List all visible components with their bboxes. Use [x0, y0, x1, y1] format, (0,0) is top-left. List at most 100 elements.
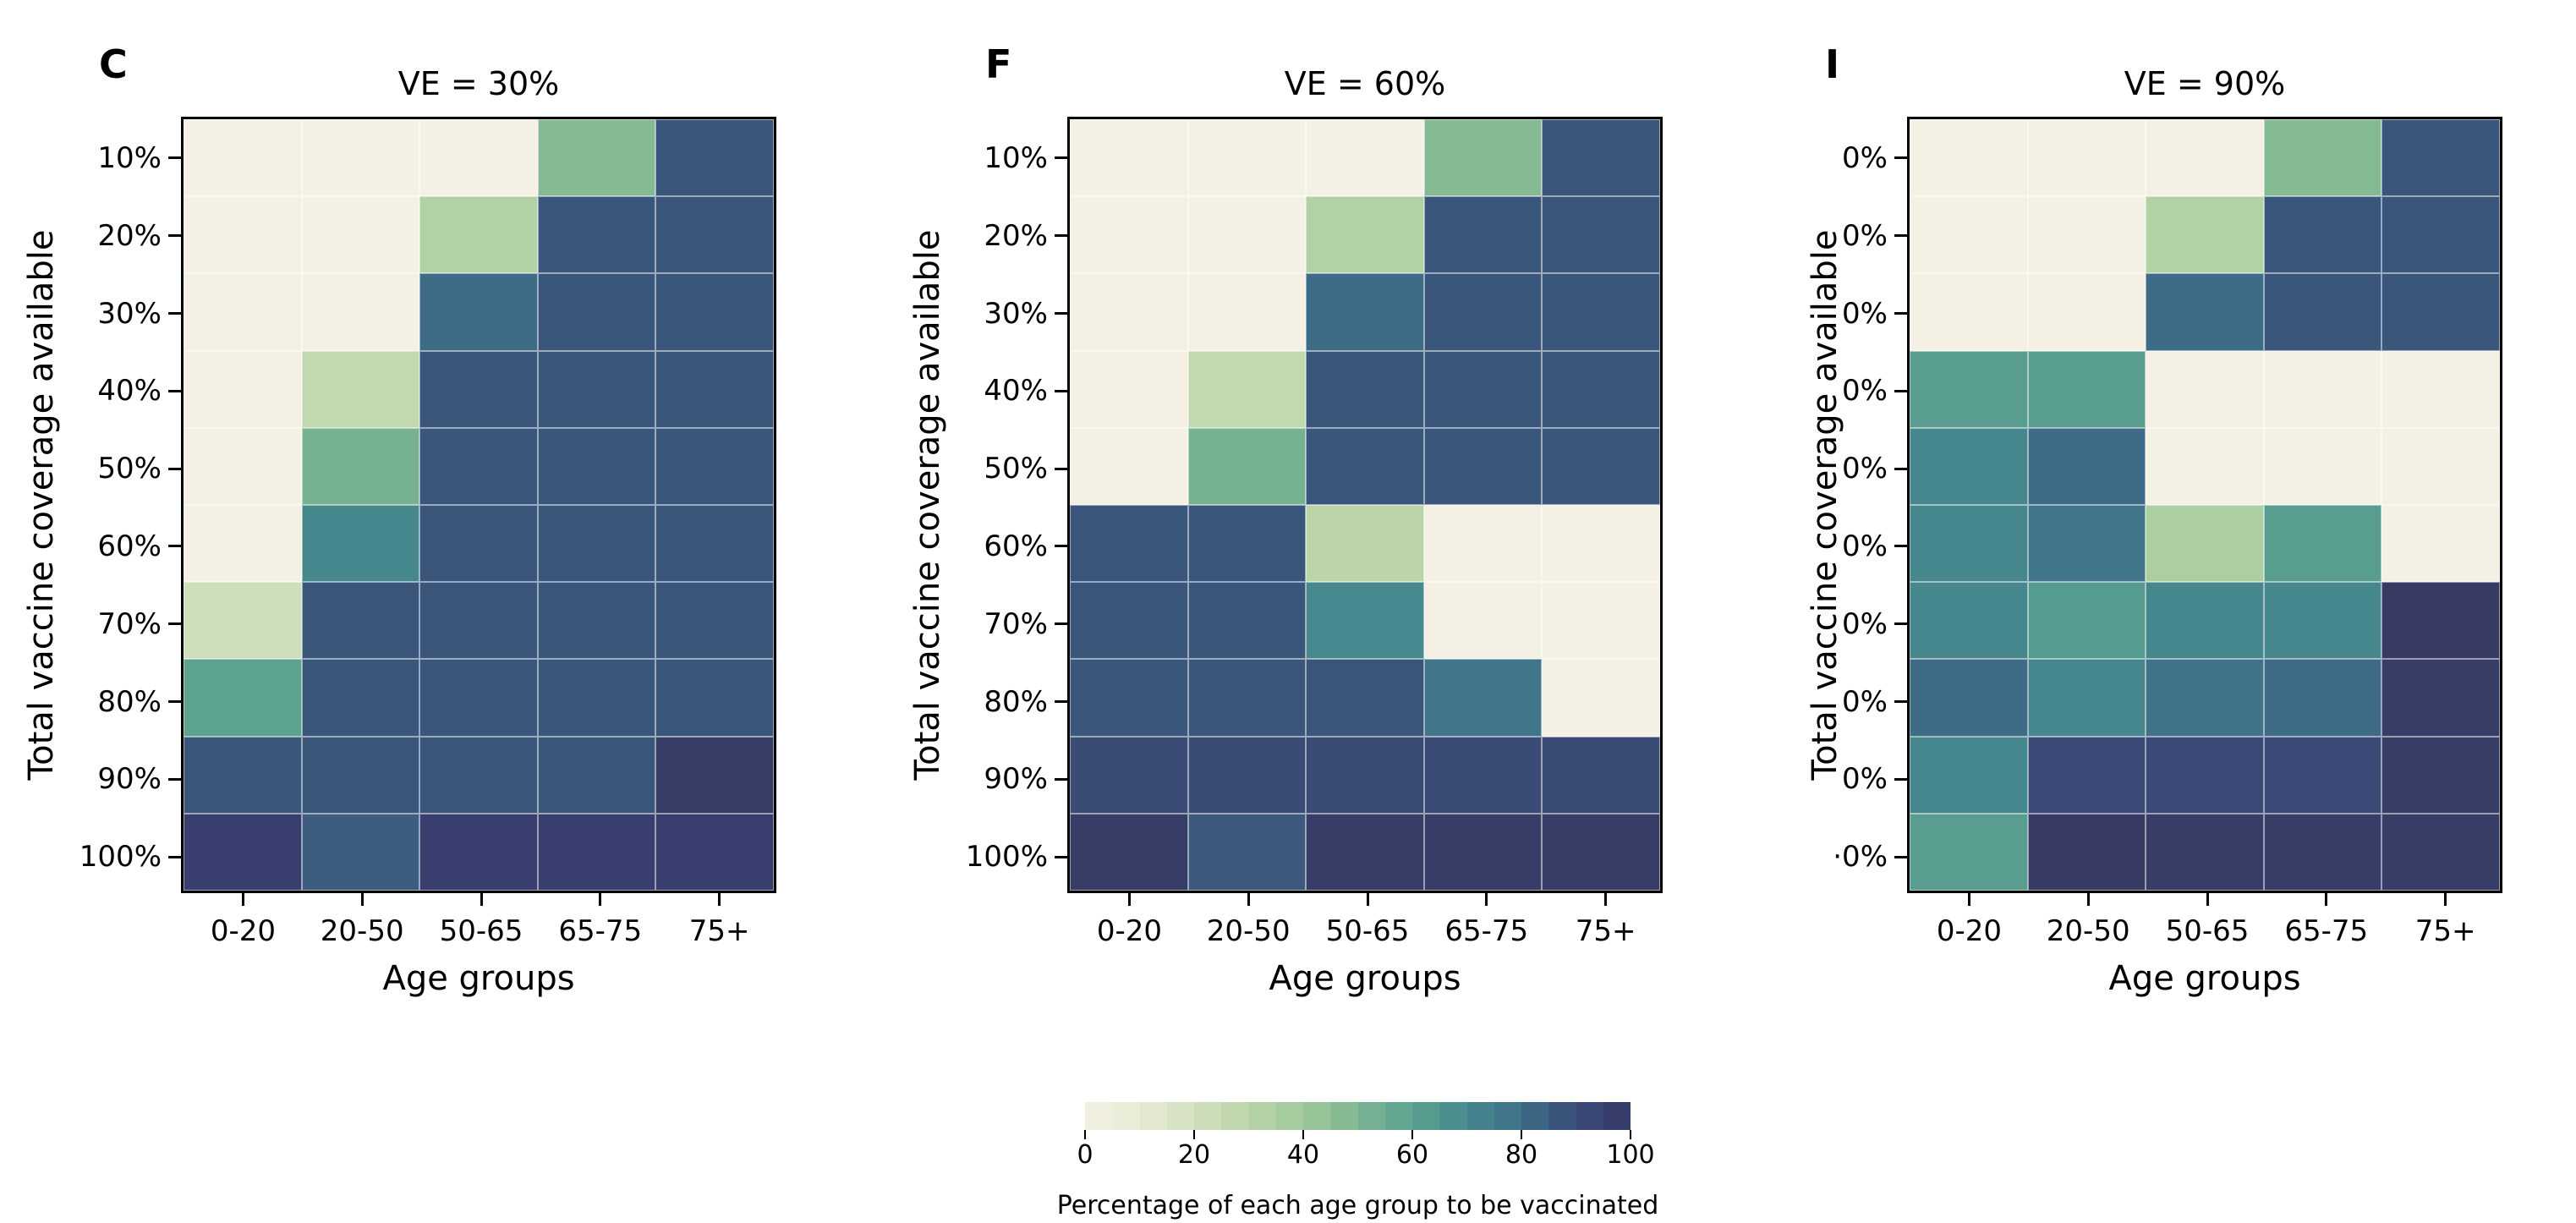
colorbar-segment: [1412, 1102, 1440, 1130]
y-tick-label: 0%: [1842, 374, 1888, 409]
heatmap-cell: [301, 659, 420, 737]
y-tick-label: 40%: [97, 374, 162, 409]
x-tick-mark: [1127, 893, 1131, 906]
y-tick-mark: [1894, 389, 1907, 392]
heatmap-cell: [301, 504, 420, 583]
heatmap-cell: [655, 504, 774, 583]
heatmap-cell: [2027, 659, 2146, 737]
heatmap-cell: [1070, 273, 1188, 351]
heatmap-cell: [1542, 350, 1660, 428]
heatmap-cell: [2027, 427, 2146, 505]
y-tick-label: 30%: [97, 296, 162, 331]
heatmap-cell: [184, 350, 302, 428]
x-axis-label: Age groups: [2108, 959, 2301, 998]
heatmap-cell: [655, 813, 774, 891]
heatmap-cell: [1423, 350, 1543, 428]
heatmap-cell: [1423, 504, 1543, 583]
x-tick-mark: [480, 893, 483, 906]
y-tick-mark: [1055, 777, 1067, 781]
x-tick-mark: [2206, 893, 2209, 906]
heatmap-cell: [184, 504, 302, 583]
heatmap-cell: [655, 350, 774, 428]
heatmap-cell: [2263, 736, 2382, 814]
heatmap-cell: [1187, 350, 1307, 428]
heatmap-cell: [2146, 350, 2264, 428]
x-axis-label: Age groups: [1269, 959, 1461, 998]
y-tick-label: ·0%: [1833, 840, 1888, 875]
heatmap-grid: [184, 119, 774, 891]
heatmap-cell: [1070, 196, 1188, 274]
heatmap-cell: [537, 813, 656, 891]
heatmap-cell: [2381, 736, 2500, 814]
heatmap-cell: [2263, 813, 2382, 891]
y-tick-label: 90%: [97, 762, 162, 797]
y-tick-mark: [168, 467, 181, 470]
colorbar-segment: [1166, 1102, 1194, 1130]
heatmap-cell: [2381, 504, 2500, 583]
heatmap-cell: [1187, 736, 1307, 814]
heatmap-plot-C: C VE = 30% 10% 20% 30% 40% 50% 60% 70% 80% 90% 100%…: [22, 45, 776, 997]
heatmap-cell: [1542, 119, 1660, 197]
colorbar-tick-label: 40: [1286, 1140, 1320, 1170]
colorbar-segment: [1330, 1102, 1358, 1130]
heatmap-cell: [419, 273, 538, 351]
y-tick-label: 100%: [965, 840, 1048, 875]
heatmap-cell: [2381, 582, 2500, 660]
colorbar-tick-mark: [1411, 1130, 1413, 1139]
y-tick-label: 100%: [79, 840, 162, 875]
heatmap-grid: [1910, 119, 2500, 891]
heatmap-cell: [184, 659, 302, 737]
y-tick-label: 60%: [984, 529, 1048, 563]
heatmap-cell: [1423, 196, 1543, 274]
heatmap-cell: [1306, 273, 1424, 351]
heatmap-cell: [2381, 427, 2500, 505]
y-tick-mark: [1055, 545, 1067, 548]
heatmap-cell: [1423, 659, 1543, 737]
colorbar-tick-mark: [1630, 1130, 1631, 1139]
heatmap-cell: [2263, 273, 2382, 351]
x-tick-mark: [2444, 893, 2447, 906]
heatmap-cell: [2027, 736, 2146, 814]
heatmap-cell: [1910, 196, 2028, 274]
heatmap-cell: [419, 659, 538, 737]
x-tick-mark: [718, 893, 721, 906]
y-tick-label: 80%: [97, 684, 162, 719]
heatmap-cell: [1910, 119, 2028, 197]
x-tick-label: 0-20: [210, 914, 276, 948]
colorbar: [1085, 1102, 1631, 1130]
heatmap-cell: [301, 350, 420, 428]
heatmap-cell: [184, 582, 302, 660]
colorbar-segment: [1221, 1102, 1249, 1130]
colorbar-segment: [1521, 1102, 1549, 1130]
y-tick-mark: [168, 234, 181, 238]
heatmap-grid: [1070, 119, 1660, 891]
colorbar-segment: [1494, 1102, 1521, 1130]
y-tick-label: 60%: [97, 529, 162, 563]
y-tick-mark: [1055, 156, 1067, 160]
y-tick-mark: [1894, 467, 1907, 470]
colorbar-tick-label: 0: [1077, 1140, 1093, 1170]
heatmap-cell: [1070, 504, 1188, 583]
y-tick-label: 0%: [1842, 296, 1888, 331]
x-tick-mark: [1967, 893, 1970, 906]
heatmap-cell: [1306, 582, 1424, 660]
colorbar-segment: [1357, 1102, 1385, 1130]
heatmap-cell: [2381, 813, 2500, 891]
heatmap-cell: [1542, 427, 1660, 505]
heatmap-cell: [1070, 736, 1188, 814]
colorbar-tick-mark: [1084, 1130, 1086, 1139]
colorbar-segment: [1085, 1102, 1113, 1130]
y-tick-label: 70%: [97, 606, 162, 641]
heatmap-cell: [2146, 427, 2264, 505]
heatmap-cell: [419, 504, 538, 583]
heatmap-cell: [2027, 813, 2146, 891]
heatmap-cell: [1187, 659, 1307, 737]
colorbar-segment: [1548, 1102, 1576, 1130]
x-tick-label: 65-75: [558, 914, 643, 948]
heatmap-cell: [2027, 350, 2146, 428]
heatmap-plot-I: I VE = 90% 0% 0% 0% 0% 0% 0% 0% 0% 0% ·0% 0-20 20-50 5…: [1806, 45, 2502, 997]
y-axis-label: Total vaccine coverage available: [908, 229, 947, 781]
y-tick-label: 0%: [1842, 140, 1888, 175]
heatmap-cell: [184, 736, 302, 814]
y-tick-label: 80%: [984, 684, 1048, 719]
